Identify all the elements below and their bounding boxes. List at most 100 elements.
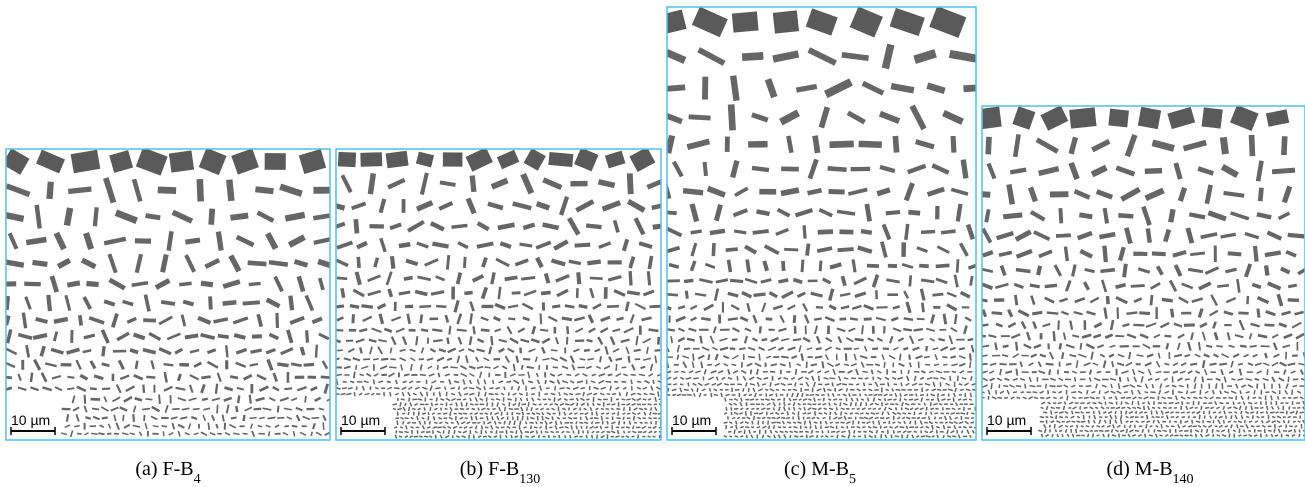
- particle: [707, 364, 712, 366]
- particle: [966, 429, 969, 434]
- particle: [899, 393, 901, 397]
- particle: [1049, 425, 1051, 428]
- particle: [924, 356, 930, 359]
- particle: [471, 408, 475, 410]
- particle: [1203, 411, 1205, 414]
- particle: [468, 348, 475, 353]
- particle: [630, 314, 635, 323]
- particle: [416, 416, 418, 421]
- particle: [721, 377, 725, 380]
- particle: [377, 346, 383, 354]
- particle: [856, 383, 860, 385]
- particle: [829, 141, 853, 149]
- particle: [427, 338, 429, 344]
- particle: [483, 421, 485, 424]
- particle: [579, 407, 581, 410]
- particle: [559, 387, 564, 389]
- particle: [999, 251, 1013, 257]
- particle: [825, 346, 832, 351]
- particle: [1158, 402, 1162, 404]
- particle: [471, 416, 473, 421]
- particle: [67, 376, 74, 379]
- particle: [805, 431, 809, 433]
- particle: [818, 403, 821, 405]
- particle: [1105, 371, 1110, 373]
- particle: [366, 373, 371, 377]
- particle: [1102, 434, 1105, 438]
- particle: [924, 422, 928, 424]
- particle: [822, 403, 826, 406]
- particle: [825, 383, 830, 385]
- particle: [892, 362, 894, 367]
- particle: [373, 379, 375, 384]
- particle: [1293, 421, 1296, 423]
- particle: [937, 245, 950, 254]
- particle: [864, 435, 866, 439]
- particle: [819, 106, 830, 128]
- particle: [64, 207, 73, 226]
- particle: [525, 421, 527, 424]
- particle: [666, 227, 683, 238]
- particle: [839, 371, 845, 373]
- particle: [256, 314, 263, 327]
- particle: [1194, 383, 1197, 389]
- particle: [1171, 416, 1175, 418]
- particle: [836, 425, 838, 429]
- particle: [621, 381, 626, 383]
- particle: [1282, 344, 1290, 348]
- particle: [469, 393, 474, 396]
- particle: [459, 427, 462, 429]
- particle: [453, 300, 459, 313]
- particle: [1143, 396, 1148, 400]
- particle: [652, 380, 655, 384]
- particle: [491, 416, 493, 420]
- particle: [1216, 407, 1220, 410]
- particle: [904, 317, 914, 321]
- particle: [559, 196, 569, 216]
- particle: [36, 150, 65, 174]
- particle: [1095, 407, 1098, 410]
- particle: [814, 422, 818, 424]
- particle: [933, 403, 938, 406]
- particle: [1261, 345, 1270, 347]
- particle: [1071, 421, 1075, 423]
- particle: [1238, 363, 1243, 366]
- particle: [629, 407, 631, 411]
- particle: [746, 416, 750, 419]
- particle: [501, 393, 505, 396]
- particle: [601, 387, 607, 390]
- particle: [618, 421, 620, 425]
- particle: [906, 376, 909, 382]
- particle: [83, 232, 94, 250]
- particle: [1231, 378, 1235, 381]
- particle: [627, 431, 630, 433]
- particle: [828, 189, 844, 194]
- particle: [837, 394, 840, 396]
- particle: [732, 355, 739, 360]
- particle: [545, 417, 550, 420]
- particle: [941, 394, 945, 396]
- particle: [1157, 420, 1160, 424]
- particle: [795, 208, 813, 217]
- particle: [1246, 416, 1249, 418]
- particle: [419, 305, 431, 308]
- particle: [1163, 371, 1169, 373]
- particle: [947, 399, 951, 401]
- particle: [1223, 191, 1244, 198]
- particle: [180, 416, 187, 419]
- particle: [916, 246, 928, 253]
- particle: [917, 318, 925, 320]
- particle: [758, 346, 765, 351]
- particle: [851, 377, 856, 379]
- particle: [1120, 187, 1141, 202]
- particle: [654, 397, 657, 402]
- particle: [781, 356, 789, 359]
- particle: [794, 326, 797, 334]
- caption-subscript: 5: [849, 472, 856, 487]
- particle: [566, 431, 570, 433]
- particle: [1120, 415, 1122, 420]
- particle: [507, 412, 509, 415]
- particle: [416, 242, 429, 249]
- particle: [836, 430, 840, 433]
- particle: [601, 408, 605, 410]
